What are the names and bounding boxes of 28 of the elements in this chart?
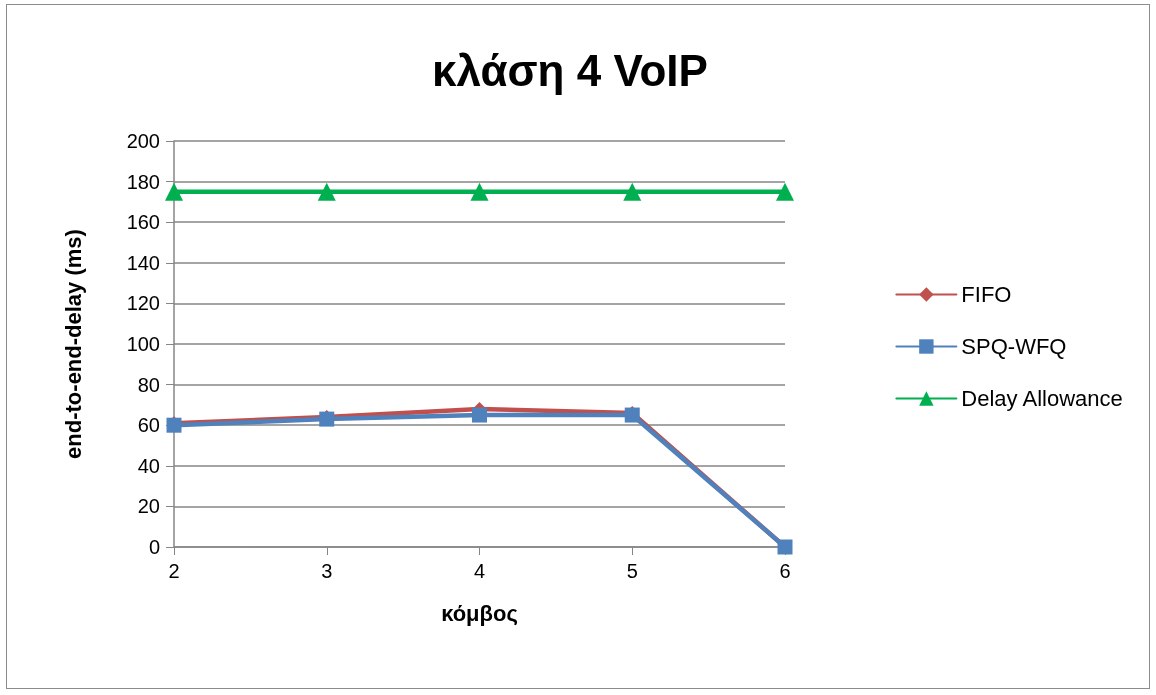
y-tick-label: 100 xyxy=(126,333,160,355)
chart-title: κλάση 4 VoIP xyxy=(432,45,708,95)
x-tick-label: 2 xyxy=(168,560,180,582)
x-axis-title: κόμβος xyxy=(441,600,518,626)
point xyxy=(623,182,642,201)
x-tick-label: 4 xyxy=(473,560,486,582)
legend-label: SPQ-WFQ xyxy=(961,334,1067,359)
x-tick-label: 5 xyxy=(626,560,638,582)
y-tick-label: 140 xyxy=(126,251,160,274)
y-tick-label: 200 xyxy=(126,130,160,152)
y-tick-label: 120 xyxy=(126,292,160,315)
legend-label: FIFO xyxy=(961,282,1012,307)
point xyxy=(472,407,487,423)
y-tick-label: 80 xyxy=(137,373,160,396)
y-tick-label: 160 xyxy=(126,211,160,234)
x-tick-label: 6 xyxy=(779,560,791,582)
point xyxy=(470,182,489,201)
y-tick-label: 60 xyxy=(137,414,160,437)
point xyxy=(317,182,336,201)
y-tick-label: 40 xyxy=(137,454,160,477)
point xyxy=(776,182,794,201)
y-tick-label: 20 xyxy=(137,495,160,518)
x-tick-label: 3 xyxy=(321,560,333,582)
y-tick-label: 180 xyxy=(126,170,160,193)
y-tick-label: 0 xyxy=(148,536,160,558)
point xyxy=(165,182,183,201)
y-axis-title: end-to-end-delay (ms) xyxy=(60,229,86,459)
legend-label: Delay Allowance xyxy=(961,386,1123,411)
